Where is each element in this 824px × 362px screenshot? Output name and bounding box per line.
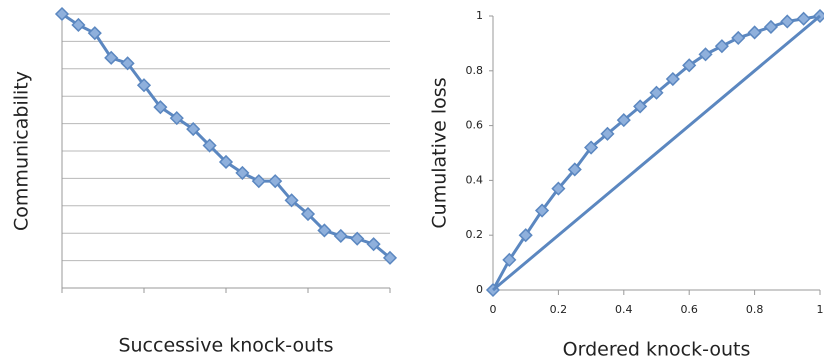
marker <box>714 39 729 54</box>
marker <box>649 85 664 100</box>
x-tick-label: 1 <box>817 303 824 316</box>
marker <box>300 206 316 222</box>
marker <box>251 174 266 189</box>
marker <box>104 50 119 65</box>
y-tick-label: 0.8 <box>466 64 484 77</box>
marker <box>218 154 234 170</box>
marker <box>633 99 648 114</box>
marker <box>796 11 811 26</box>
marker <box>731 30 746 45</box>
marker <box>120 56 135 71</box>
marker <box>382 250 398 265</box>
x-axis-label: Ordered knock-outs <box>563 339 751 361</box>
y-tick-label: 0.6 <box>466 119 484 132</box>
marker <box>169 111 184 126</box>
marker <box>333 228 348 244</box>
marker <box>584 140 599 155</box>
x-tick-label: 0.2 <box>550 303 568 316</box>
marker <box>518 228 533 243</box>
x-tick-label: 0 <box>490 303 497 316</box>
line <box>492 14 821 292</box>
marker <box>54 6 70 22</box>
marker <box>87 26 102 41</box>
marker <box>600 126 615 141</box>
marker <box>534 203 550 218</box>
marker <box>780 14 795 29</box>
marker <box>747 25 762 40</box>
line <box>61 12 391 260</box>
x-tick-label: 0.8 <box>746 303 764 316</box>
marker <box>551 181 566 196</box>
y-tick-label: 1 <box>476 9 483 22</box>
marker <box>665 71 680 87</box>
marker <box>284 193 299 208</box>
marker <box>502 252 517 267</box>
marker <box>71 17 86 33</box>
marker <box>682 58 697 73</box>
marker <box>202 138 217 153</box>
marker <box>763 19 779 35</box>
marker <box>186 122 201 137</box>
marker <box>317 223 332 238</box>
marker <box>616 113 631 128</box>
x-axis-label: Successive knock-outs <box>118 335 333 357</box>
marker <box>136 78 152 93</box>
marker <box>268 174 283 189</box>
y-tick-label: 0.2 <box>466 228 484 241</box>
marker <box>698 47 713 62</box>
y-tick-label: 0 <box>476 283 483 296</box>
marker <box>567 162 582 177</box>
marker <box>366 237 381 252</box>
marker <box>350 231 365 246</box>
y-axis-label: Cumulative loss <box>429 77 451 228</box>
x-tick-label: 0.4 <box>615 303 633 316</box>
x-tick-label: 0.6 <box>680 303 698 316</box>
marker <box>153 100 168 115</box>
y-axis-label: Communicability <box>11 71 33 231</box>
marker <box>235 165 250 180</box>
y-tick-label: 0.4 <box>466 173 484 186</box>
